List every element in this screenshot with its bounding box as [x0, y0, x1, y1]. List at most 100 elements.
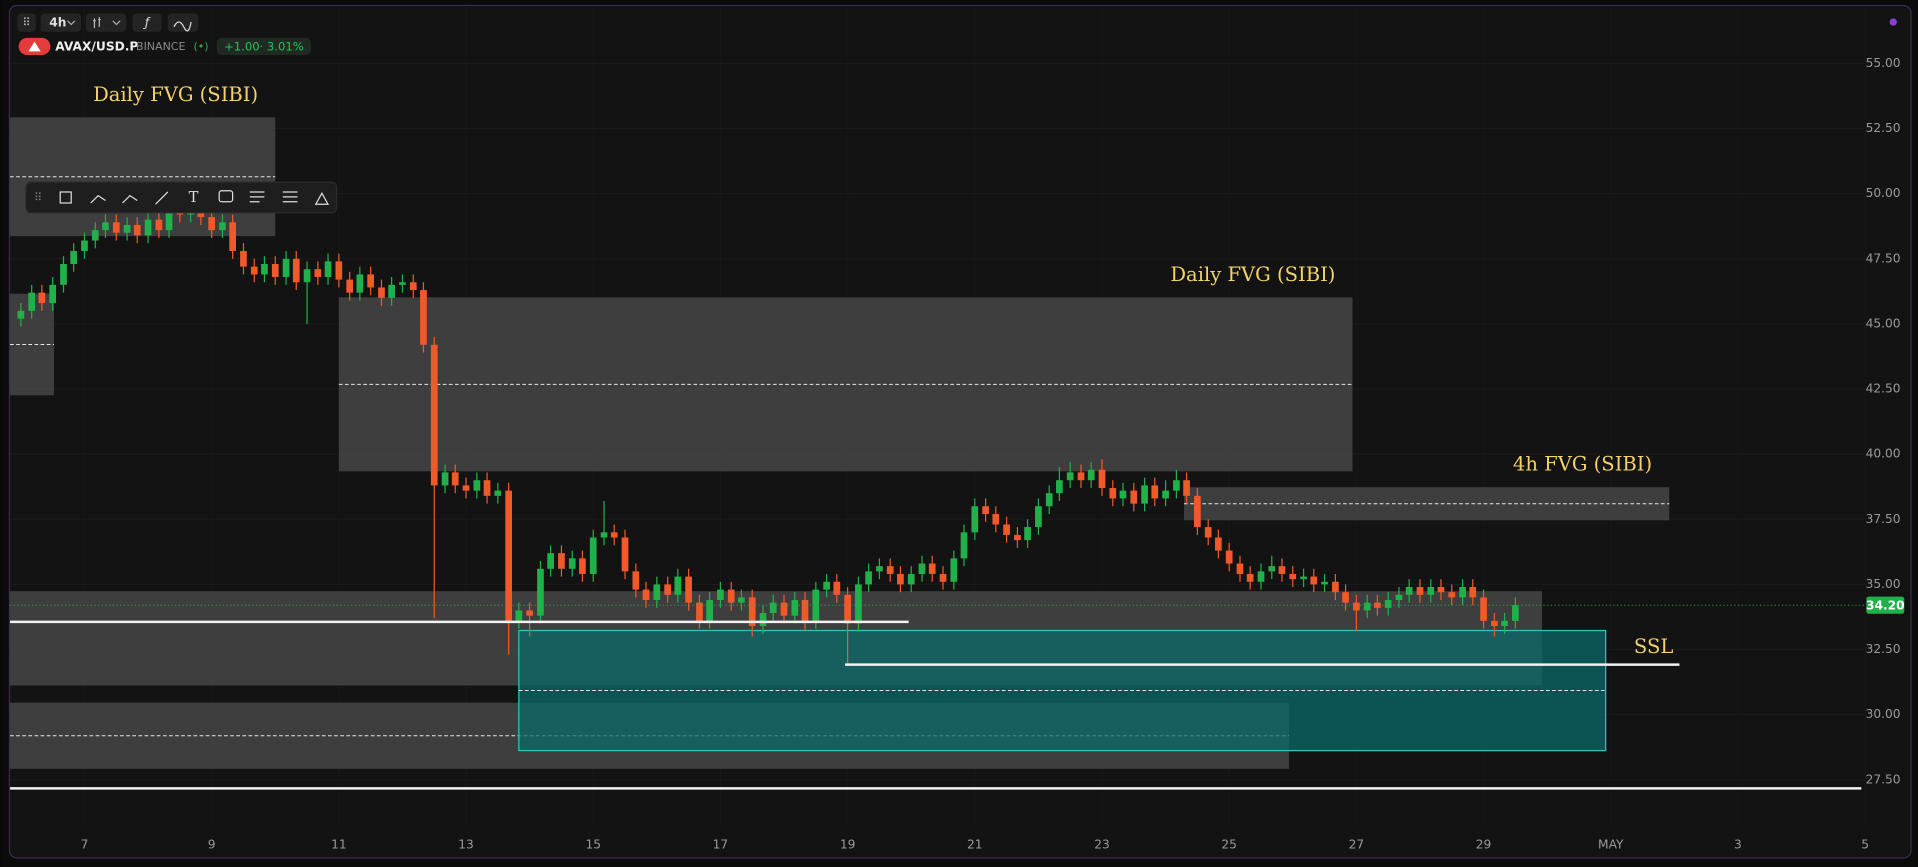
candle-body — [632, 571, 640, 590]
change-badge — [216, 37, 311, 56]
candle-body — [1183, 480, 1190, 496]
compare-button[interactable] — [167, 13, 199, 32]
x-tick-label: 17 — [713, 837, 729, 851]
candle-body — [28, 292, 36, 311]
chart-type-button[interactable] — [85, 13, 127, 32]
candle-body — [420, 290, 427, 345]
x-tick-label: 7 — [81, 837, 89, 851]
text-tool[interactable]: T — [189, 189, 199, 206]
candle-body — [526, 610, 533, 616]
candle-body — [759, 613, 767, 627]
x-tick-label: 21 — [967, 837, 983, 851]
candle-body — [356, 274, 364, 293]
y-tick-label: 27.50 — [1866, 772, 1901, 786]
x-tick-label: 23 — [1094, 837, 1110, 851]
candle-body — [844, 594, 851, 624]
symbol-logo — [28, 41, 41, 52]
candle-body — [378, 287, 385, 298]
candle-body — [1014, 534, 1021, 541]
settings-tool[interactable] — [282, 191, 298, 203]
candle-body — [812, 589, 820, 621]
candle-body — [1204, 527, 1212, 538]
candle-body — [1395, 594, 1403, 601]
x-tick-label: 13 — [458, 837, 474, 851]
level-label: SSL — [1634, 635, 1673, 658]
candle-body — [1321, 581, 1328, 585]
candle-body — [791, 600, 799, 616]
candle-body — [49, 284, 57, 304]
candle-body — [165, 209, 173, 231]
drawing-toolbar: ⠿ T — [25, 181, 338, 214]
candle-body — [833, 581, 841, 595]
candle-body — [1087, 469, 1095, 481]
candle-body — [1236, 563, 1244, 574]
chart-type-icon — [93, 17, 101, 29]
path-tool[interactable] — [90, 194, 106, 204]
candle-body — [537, 568, 544, 616]
candle-body — [918, 563, 926, 574]
candle-body — [1066, 472, 1074, 481]
candle-body — [1024, 527, 1031, 541]
candle-body — [1077, 472, 1085, 481]
y-tick-label: 55.00 — [1866, 56, 1901, 70]
candle-body — [1491, 620, 1498, 627]
notes-tool[interactable] — [249, 191, 265, 203]
candle-body — [1289, 573, 1297, 580]
candle-body — [568, 558, 576, 569]
candle-body — [1045, 493, 1053, 507]
candle-body — [91, 230, 99, 241]
candle-body — [717, 589, 724, 601]
candle-body — [1342, 592, 1349, 603]
menu-icon: ⠿ — [23, 16, 31, 29]
candle-body — [1363, 602, 1371, 611]
candle-body — [451, 472, 459, 486]
change-percent: 3.01% — [267, 40, 304, 54]
candle-body — [950, 558, 958, 582]
interval-button[interactable] — [40, 13, 81, 32]
candle-body — [769, 602, 777, 614]
menu-button[interactable] — [17, 13, 36, 32]
dropdown-icon — [67, 20, 76, 26]
candle-body — [367, 274, 375, 288]
candle-body — [610, 532, 618, 538]
candle-body — [907, 573, 915, 585]
path-tool-2[interactable] — [122, 194, 138, 204]
candle-body — [1225, 550, 1233, 564]
candle-body — [1384, 600, 1392, 608]
candle-body — [664, 584, 671, 595]
candle-body — [60, 263, 67, 285]
candle-body — [123, 224, 131, 233]
x-tick-label: 5 — [1861, 837, 1869, 851]
y-tick-label: 47.50 — [1866, 251, 1901, 265]
x-tick-label: 11 — [331, 837, 347, 851]
candle-body — [462, 485, 470, 491]
callout-tool[interactable] — [218, 190, 234, 203]
interval: 4h — [49, 16, 66, 30]
candle-body — [102, 222, 109, 231]
candle-body — [1056, 480, 1063, 494]
candle-body — [1437, 586, 1445, 593]
candle-body — [1194, 495, 1201, 528]
candle-body — [282, 258, 290, 278]
candle-body — [81, 240, 88, 251]
drag-handle: ⠿ — [34, 191, 42, 204]
candle-body — [1278, 566, 1286, 574]
candle-body — [579, 558, 586, 574]
candle-body — [653, 584, 661, 601]
candle-body — [1448, 592, 1456, 598]
candle-body — [727, 589, 735, 603]
candle-body — [1246, 573, 1254, 582]
candle-body — [1173, 480, 1180, 491]
rectangle-tool[interactable] — [59, 191, 72, 204]
line-tool[interactable] — [155, 191, 169, 205]
alert-tool[interactable] — [314, 191, 330, 205]
y-tick-label: 37.50 — [1866, 512, 1901, 526]
candle-body — [1416, 586, 1424, 595]
candle-body — [1374, 602, 1381, 608]
candle-body — [261, 263, 268, 275]
y-tick-label: 32.50 — [1866, 642, 1901, 656]
indicator-button[interactable] — [132, 13, 162, 32]
candle-body — [738, 597, 745, 603]
candle-body — [1353, 602, 1360, 611]
last-price-label: 34.20 — [1866, 598, 1905, 612]
